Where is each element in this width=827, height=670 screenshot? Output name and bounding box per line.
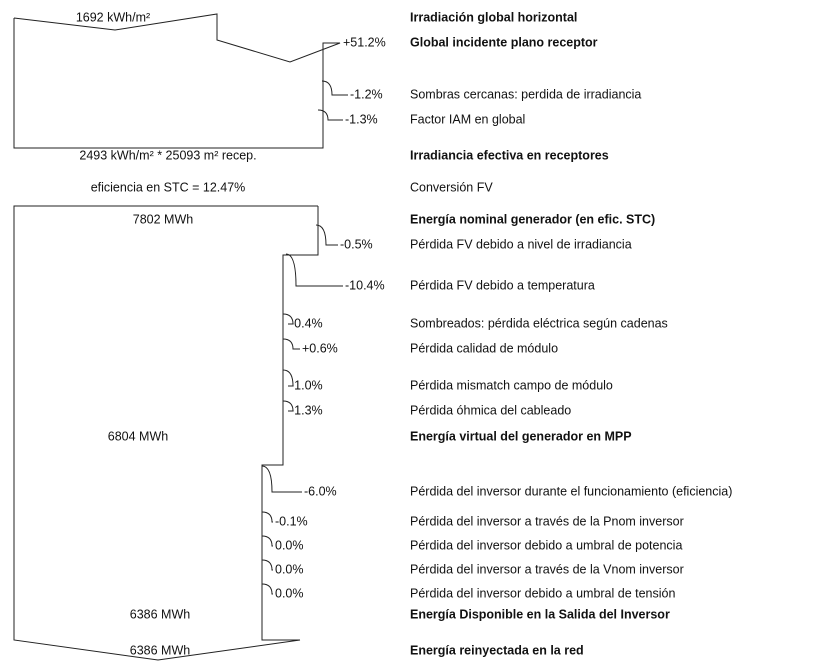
loss-arc [285,253,343,287]
description: Sombreados: pérdida eléctrica según cade… [410,316,668,330]
description: Pérdida del inversor a través de la Vnom… [410,562,684,576]
percent-label: -1.3% [290,403,323,417]
amount-label: 2493 kWh/m² * 25093 m² recep. [79,148,256,162]
percent-label: -6.0% [304,484,337,498]
description: Energía reinyectada en la red [410,643,584,657]
description: Pérdida óhmica del cableado [410,403,571,417]
percent-label: -0.4% [290,316,323,330]
description: Pérdida del inversor debido a umbral de … [410,538,682,552]
description: Global incidente plano receptor [410,35,598,49]
percent-label: -10.4% [345,278,385,292]
amount-label: 6804 MWh [108,429,168,443]
description: Pérdida calidad de módulo [410,341,558,355]
loss-arc [282,369,294,387]
percent-label: +0.6% [302,341,338,355]
description: Pérdida del inversor durante el funciona… [410,484,732,498]
loss-arc [317,109,343,121]
loss-arc [261,511,273,523]
description: Sombras cercanas: perdida de irradiancia [410,87,641,101]
percent-label: -1.0% [290,378,323,392]
description: Energía nominal generador (en efic. STC) [410,212,655,226]
loss-arc [315,224,338,246]
percent-label: -1.2% [350,87,383,101]
amount-label: eficiencia en STC = 12.47% [91,180,246,194]
loss-arc [321,80,348,96]
amount-label: 7802 MWh [133,212,193,226]
description: Energía Disponible en la Salida del Inve… [410,607,670,621]
description: Conversión FV [410,180,493,194]
amount-label: 1692 kWh/m² [76,10,150,24]
loss-arc [261,465,302,493]
loss-arc [261,583,273,595]
description: Factor IAM en global [410,112,525,126]
description: Irradiación global horizontal [410,10,577,24]
percent-label: -1.3% [345,112,378,126]
description: Pérdida mismatch campo de módulo [410,378,613,392]
description: Pérdida del inversor a través de la Pnom… [410,514,684,528]
amount-label: 6386 MWh [130,643,190,657]
percent-label: -0.1% [275,514,308,528]
description: Pérdida FV debido a temperatura [410,278,595,292]
description: Energía virtual del generador en MPP [410,429,632,443]
loss-arc [261,559,273,571]
description: Pérdida FV debido a nivel de irradiancia [410,237,632,251]
percent-label: 0.0% [275,562,304,576]
loss-arc [282,313,294,325]
energy-flow [13,205,319,661]
loss-arc [282,338,300,350]
percent-label: -0.5% [340,237,373,251]
percent-label: 0.0% [275,538,304,552]
irradiance-flow [13,13,341,149]
percent-label: 0.0% [275,586,304,600]
percent-label: +51.2% [343,35,386,49]
loss-arc [282,400,294,412]
loss-arc [261,535,273,547]
description: Irradiancia efectiva en receptores [410,148,609,162]
amount-label: 6386 MWh [130,607,190,621]
description: Pérdida del inversor debido a umbral de … [410,586,675,600]
